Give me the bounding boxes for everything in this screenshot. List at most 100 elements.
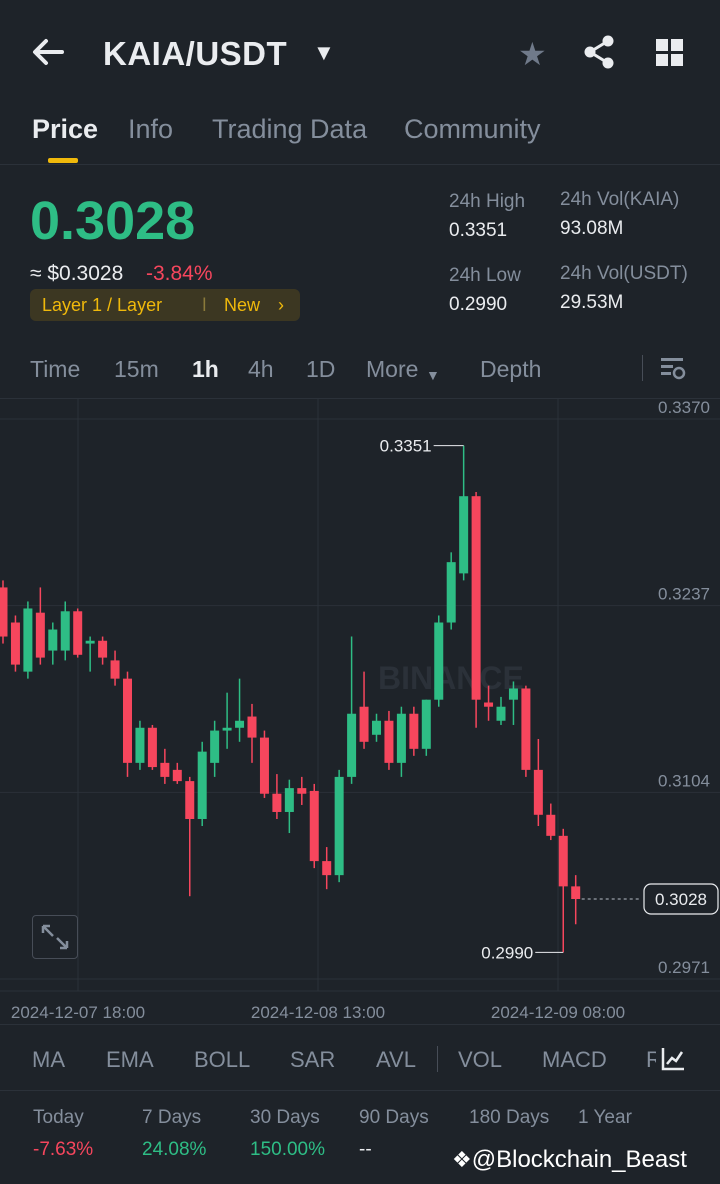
price-change: -3.84% <box>146 262 213 285</box>
interval-depth[interactable]: Depth <box>480 356 542 382</box>
watermark-text: @Blockchain_Beast <box>471 1146 687 1173</box>
interval-1h[interactable]: 1h <box>192 356 219 382</box>
candle-body <box>235 720 245 728</box>
share-icon[interactable] <box>582 34 618 74</box>
perf-label-90d: 90 Days <box>359 1107 429 1128</box>
candle-body <box>396 713 406 763</box>
last-price-label: 0.3028 <box>655 890 707 909</box>
grid-menu-icon[interactable] <box>655 38 685 68</box>
candle-body <box>259 737 269 794</box>
y-tick-label: 0.3237 <box>658 585 710 604</box>
divider <box>437 1046 438 1072</box>
chart-settings-icon[interactable] <box>660 356 686 380</box>
indicator-avl[interactable]: AVL <box>376 1047 416 1072</box>
candle-body <box>185 781 195 819</box>
chevron-right-icon: › <box>278 295 284 315</box>
favorite-star-icon[interactable]: ★ <box>518 36 547 72</box>
category-label: Layer 1 / Layer <box>42 295 163 315</box>
candle-body <box>384 720 394 763</box>
candle-body <box>123 678 132 763</box>
y-tick-label: 0.2971 <box>658 958 710 977</box>
vol-kaia-label: 24h Vol(KAIA) <box>560 189 680 210</box>
candle-body <box>359 706 369 742</box>
vol-usdt-label: 24h Vol(USDT) <box>560 263 688 284</box>
candle-body <box>421 699 431 749</box>
candle-body <box>284 788 294 812</box>
y-tick-label: 0.3104 <box>658 771 710 790</box>
divider <box>642 355 643 381</box>
x-tick-label: 2024-12-07 18:00 <box>11 1003 145 1022</box>
candle-body <box>135 727 145 763</box>
pair-dropdown-icon[interactable]: ▼ <box>313 40 335 65</box>
candle-body <box>372 720 381 735</box>
low-label: 24h Low <box>449 265 521 286</box>
category-tag[interactable]: Layer 1 / Layer ǀ New › <box>30 289 300 321</box>
active-tab-indicator <box>48 158 78 163</box>
last-price-box <box>643 883 719 915</box>
high-annotation: 0.3351 <box>380 437 432 456</box>
candle-body <box>98 640 108 658</box>
candle-body <box>222 727 232 731</box>
indicator-ma[interactable]: MA <box>32 1047 65 1072</box>
candle-body <box>197 751 207 819</box>
candle-body <box>434 622 444 700</box>
candle-body <box>297 788 307 794</box>
indicator-boll[interactable]: BOLL <box>194 1047 251 1072</box>
indicator-r[interactable]: R <box>646 1047 656 1072</box>
candle-body <box>459 496 469 574</box>
high-label: 24h High <box>449 191 526 212</box>
vol-kaia-value: 93.08M <box>560 218 624 239</box>
candle-body <box>247 716 257 738</box>
candle-body <box>73 611 83 655</box>
vol-usdt-value: 29.53M <box>560 292 624 313</box>
candle-body <box>85 640 95 644</box>
more-dropdown-icon[interactable]: ▼ <box>426 367 440 383</box>
candle-body <box>446 562 456 623</box>
perf-label-30d: 30 Days <box>250 1107 320 1128</box>
interval-more[interactable]: More <box>366 356 419 382</box>
tab-community[interactable]: Community <box>404 114 541 144</box>
perf-value-30d: 150.00% <box>250 1139 326 1160</box>
candle-body <box>334 776 344 876</box>
perf-label-7d: 7 Days <box>142 1107 202 1128</box>
chart-watermark: BINANCE <box>378 660 524 696</box>
candle-body <box>533 769 543 815</box>
pair-title[interactable]: KAIA/USDT <box>103 35 288 72</box>
divider <box>0 1090 720 1091</box>
candle-body <box>60 611 70 651</box>
candle-body <box>309 790 319 862</box>
interval-15m[interactable]: 15m <box>114 356 159 382</box>
indicator-sar[interactable]: SAR <box>290 1047 336 1072</box>
candle-body <box>322 861 332 876</box>
tab-trading-data[interactable]: Trading Data <box>212 114 368 144</box>
perf-label-today: Today <box>33 1107 84 1128</box>
indicator-settings-icon[interactable] <box>660 1046 686 1072</box>
tag-separator: ǀ <box>202 295 207 315</box>
interval-1d[interactable]: 1D <box>306 356 336 382</box>
indicator-macd[interactable]: MACD <box>542 1047 607 1072</box>
usd-price: ≈ $0.3028 <box>30 262 124 285</box>
interval-time[interactable]: Time <box>30 356 81 382</box>
candle-body <box>571 886 581 899</box>
tab-price[interactable]: Price <box>32 114 99 144</box>
interval-4h[interactable]: 4h <box>248 356 274 382</box>
candle-body <box>210 730 220 763</box>
divider <box>0 398 720 399</box>
diamond-logo-icon: ❖ <box>452 1147 472 1172</box>
high-value: 0.3351 <box>449 220 508 241</box>
low-annotation: 0.2990 <box>481 943 533 962</box>
tab-info[interactable]: Info <box>128 114 174 144</box>
indicator-ema[interactable]: EMA <box>106 1047 154 1072</box>
expand-chart-icon[interactable] <box>32 915 78 959</box>
candlestick-chart[interactable]: BINANCE 0.3370 0.3237 0.3104 0.2971 2024-12-… <box>0 399 720 1024</box>
back-arrow-icon[interactable] <box>30 30 70 74</box>
candle-body <box>521 688 531 770</box>
x-tick-label: 2024-12-08 13:00 <box>251 1003 385 1022</box>
candle-body <box>0 587 8 637</box>
candle-body <box>10 622 20 665</box>
perf-label-180d: 180 Days <box>469 1107 550 1128</box>
candle-body <box>48 629 58 651</box>
candle-body <box>496 706 506 721</box>
candle-body <box>471 496 481 700</box>
indicator-vol[interactable]: VOL <box>458 1047 503 1072</box>
